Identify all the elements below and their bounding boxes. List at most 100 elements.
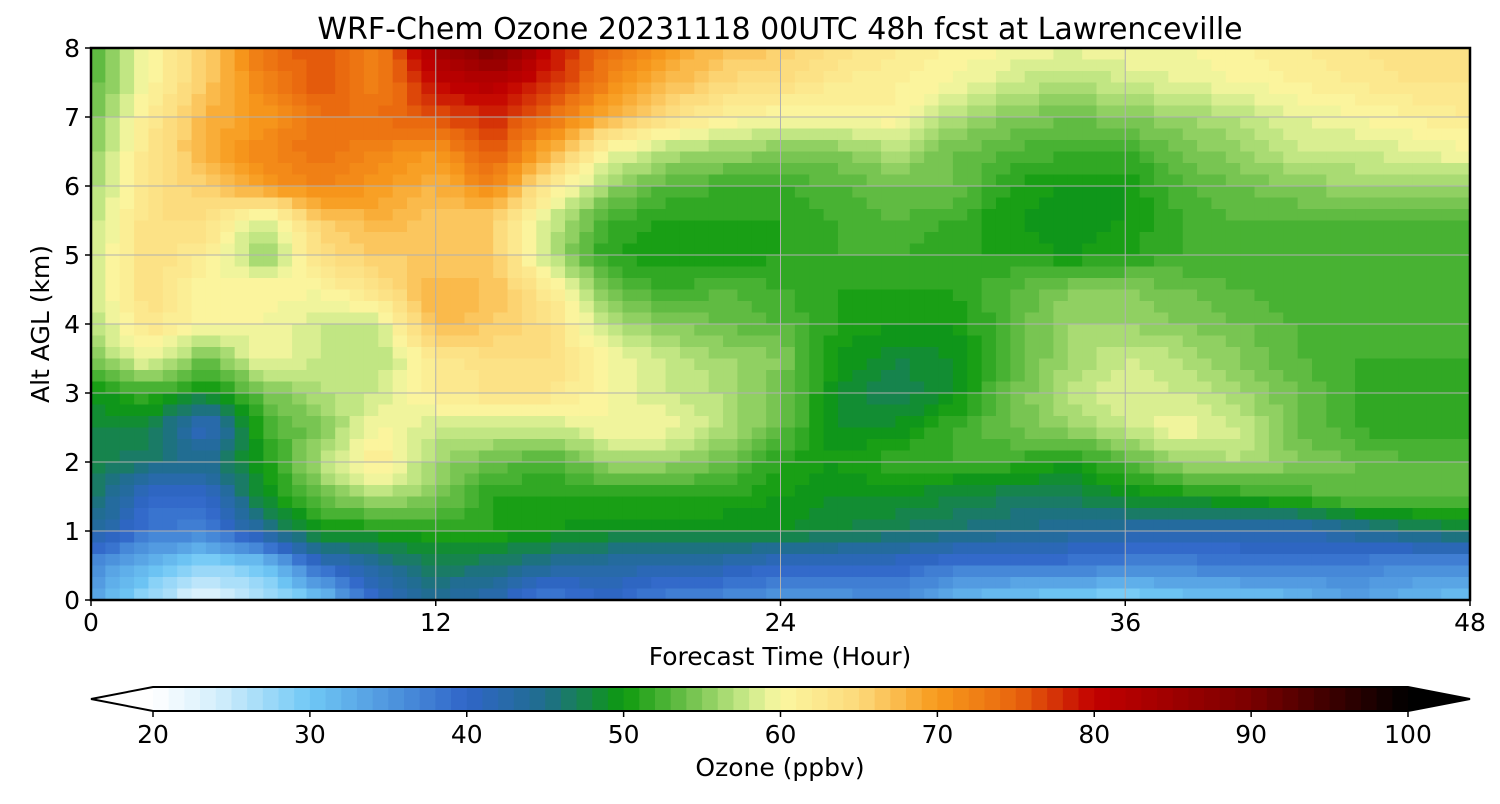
heatmap-cell [1053,289,1069,302]
heatmap-cell [277,105,293,118]
heatmap-cell [1010,473,1026,486]
heatmap-cell [464,197,480,210]
heatmap-cell [335,174,351,187]
heatmap-cell [995,94,1011,107]
heatmap-cell [967,301,983,314]
heatmap-cell [191,151,207,164]
heatmap-cell [1426,232,1442,245]
heatmap-cell [478,163,494,176]
heatmap-cell [679,48,695,61]
heatmap-cell [1010,128,1026,141]
heatmap-cell [320,381,336,394]
heatmap-cell [565,128,580,141]
heatmap-cell [1110,531,1126,544]
colorbar-bin [309,687,327,711]
heatmap-cell [220,508,236,521]
heatmap-cell [1168,255,1184,268]
heatmap-cell [565,588,580,600]
heatmap-cell [335,358,351,371]
heatmap-cell [1168,542,1184,555]
heatmap-cell [162,485,178,498]
heatmap-cell [378,427,394,440]
heatmap-cell [148,128,164,141]
heatmap-cell [1426,508,1442,521]
heatmap-cell [1426,266,1442,279]
heatmap-cell [565,577,580,590]
heatmap-cell [1082,427,1098,440]
heatmap-cell [507,588,523,600]
heatmap-cell [292,347,308,360]
heatmap-cell [507,186,523,199]
heatmap-cell [938,565,954,578]
heatmap-cell [450,278,466,291]
heatmap-cell [1268,243,1284,256]
heatmap-cell [1197,209,1213,222]
heatmap-cell [220,577,236,590]
heatmap-cell [823,59,839,72]
heatmap-cell [306,278,322,291]
heatmap-cell [636,117,652,130]
heatmap-cell [1441,496,1457,509]
heatmap-cell [1110,462,1126,475]
heatmap-cell [1283,255,1299,268]
colorbar-bin [1188,687,1205,711]
heatmap-cell [737,370,753,383]
heatmap-cell [521,209,537,222]
heatmap-cell [1240,588,1256,600]
heatmap-cell [292,232,308,245]
heatmap-cell [751,174,767,187]
heatmap-cell [1297,381,1313,394]
heatmap-cell [550,370,566,383]
heatmap-cell [881,186,897,199]
heatmap-cell [536,393,552,406]
heatmap-cell [1326,577,1342,590]
heatmap-cell [1268,140,1284,153]
colorbar-bin [1251,687,1268,711]
heatmap-cell [665,577,681,590]
heatmap-cell [1067,163,1083,176]
heatmap-cell [665,519,681,532]
heatmap-cell [249,393,264,406]
heatmap-cell [378,220,394,233]
heatmap-cell [1197,197,1213,210]
heatmap-cell [794,186,810,199]
heatmap-cell [1139,117,1155,130]
heatmap-cell [450,347,466,360]
heatmap-cell [1441,105,1457,118]
heatmap-cell [421,140,437,153]
heatmap-cell [823,174,839,187]
heatmap-cell [1096,59,1112,72]
heatmap-cell [737,71,753,84]
heatmap-cell [464,496,480,509]
heatmap-cell [91,174,106,187]
heatmap-cell [148,554,164,567]
heatmap-cell [1412,393,1428,406]
heatmap-cell [1455,577,1470,590]
heatmap-cell [335,301,351,314]
heatmap-cell [1268,519,1284,532]
heatmap-cell [134,174,150,187]
heatmap-cell [277,462,293,475]
heatmap-cell [1311,117,1327,130]
heatmap-cell [1268,209,1284,222]
heatmap-cell [636,163,652,176]
heatmap-cell [823,197,839,210]
heatmap-cell [162,542,178,555]
heatmap-cell [1455,393,1470,406]
heatmap-cell [651,565,667,578]
heatmap-cell [1340,554,1356,567]
heatmap-cell [392,117,408,130]
heatmap-cell [1067,266,1083,279]
heatmap-cell [478,82,494,95]
heatmap-cell [1153,209,1169,222]
heatmap-cell [809,427,825,440]
heatmap-cell [1211,266,1227,279]
heatmap-cell [866,577,882,590]
heatmap-cell [780,243,796,256]
heatmap-cell [234,82,250,95]
y-tick-label: 2 [64,448,80,477]
heatmap-cell [320,496,336,509]
heatmap-cell [895,427,911,440]
heatmap-cell [651,128,667,141]
